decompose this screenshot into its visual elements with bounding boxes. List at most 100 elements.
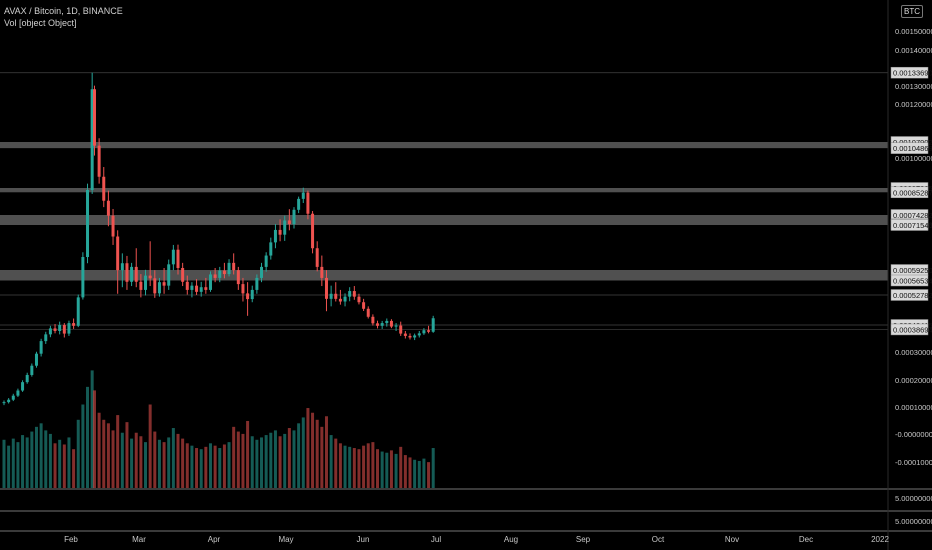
candle	[30, 363, 34, 377]
candle	[260, 262, 264, 283]
volume-bar	[376, 449, 380, 488]
candle	[278, 219, 282, 242]
price-tick-label: -0.00000000	[895, 430, 932, 439]
currency-badge[interactable]: BTC	[901, 5, 923, 18]
candle-body	[106, 200, 110, 216]
volume-bar	[92, 390, 96, 488]
candle	[297, 196, 301, 214]
candle	[357, 293, 361, 305]
candle-body	[348, 291, 352, 297]
price-axis[interactable]: 0.00150000 0.00140000 0.00130000 0.00120000…	[890, 27, 932, 526]
candle-body	[86, 189, 90, 258]
candle	[320, 255, 324, 287]
candle-body	[90, 89, 94, 190]
price-tick-label: 0.00030000	[895, 348, 932, 357]
volume-bar	[134, 432, 138, 488]
candle	[72, 318, 76, 329]
candle-body	[213, 274, 217, 278]
volume-bar	[227, 442, 231, 488]
volume-bar	[62, 444, 66, 488]
candle	[181, 262, 185, 287]
candle-body	[144, 275, 148, 290]
volume-bar	[199, 449, 203, 488]
candle	[171, 244, 175, 271]
candle	[48, 325, 52, 338]
candle	[2, 400, 6, 406]
candle	[287, 209, 291, 231]
price-level-box	[890, 66, 929, 79]
reference-lines	[0, 72, 888, 330]
candle-body	[176, 249, 180, 268]
price-level-tag: 0.00104869	[890, 142, 932, 154]
volume-bar	[394, 453, 398, 488]
volume-bar	[315, 419, 319, 488]
candle-body	[195, 285, 199, 292]
candle-body	[25, 374, 29, 383]
candle-body	[334, 293, 338, 299]
candle	[195, 279, 199, 295]
candle-body	[190, 285, 194, 290]
candle	[130, 262, 134, 287]
candle	[157, 277, 161, 297]
candle	[7, 398, 11, 404]
candle-body	[148, 275, 152, 279]
candle	[227, 259, 231, 277]
volume-bar	[48, 433, 52, 488]
candle	[39, 338, 43, 357]
candle	[431, 315, 435, 333]
candle	[90, 72, 94, 194]
candle	[236, 266, 240, 290]
price-tick-label: -0.00010000	[895, 458, 932, 467]
volume-bar	[218, 448, 222, 488]
time-axis[interactable]: Feb Mar Apr May Jun Jul Aug Sep Oct Nov Dec 2022	[64, 535, 889, 544]
candle	[176, 244, 180, 275]
price-level-box	[890, 289, 929, 301]
candle-body	[394, 325, 398, 327]
price-level-label: 0.00059250	[893, 266, 932, 275]
candlesticks	[2, 72, 435, 406]
candle	[348, 287, 352, 302]
volume-bar	[144, 442, 148, 488]
time-tick-label: Jun	[357, 535, 370, 544]
candle	[102, 167, 106, 208]
volume-bar	[287, 428, 291, 488]
candle-body	[399, 325, 403, 334]
volume-legend: Vol [object Object]	[4, 18, 77, 28]
candle-body	[39, 341, 43, 354]
candle-body	[283, 220, 287, 235]
candle	[343, 293, 347, 307]
candle	[199, 281, 203, 297]
candle	[97, 138, 101, 184]
price-level-tag: 0.00052782	[890, 289, 932, 301]
price-level-label: 0.00133690	[893, 69, 932, 78]
candle-body	[162, 282, 166, 286]
candle-body	[2, 402, 6, 404]
candle-body	[153, 278, 157, 294]
price-level-label: 0.00038694	[893, 325, 932, 334]
volume-bar	[352, 448, 356, 488]
price-level-label: 0.00085287	[893, 188, 932, 197]
candle-body	[246, 293, 250, 300]
candle	[111, 208, 115, 245]
candle	[338, 289, 342, 305]
candle-body	[324, 277, 328, 299]
price-level-box	[890, 186, 929, 199]
candle	[144, 269, 148, 296]
candle-body	[264, 255, 268, 267]
volume-bars	[2, 370, 435, 488]
volume-scale-label: 5.00000000	[895, 494, 932, 503]
candle-body	[157, 282, 161, 294]
candle-body	[48, 328, 52, 335]
candle-body	[427, 330, 431, 332]
candle	[232, 253, 236, 275]
candle-body	[408, 335, 412, 338]
volume-bar	[34, 426, 38, 488]
candle-body	[255, 277, 259, 290]
candle-body	[102, 176, 106, 201]
candle-body	[34, 353, 38, 366]
candle	[389, 319, 393, 329]
volume-bar	[232, 426, 236, 488]
candle	[190, 282, 194, 298]
candle	[162, 267, 166, 294]
